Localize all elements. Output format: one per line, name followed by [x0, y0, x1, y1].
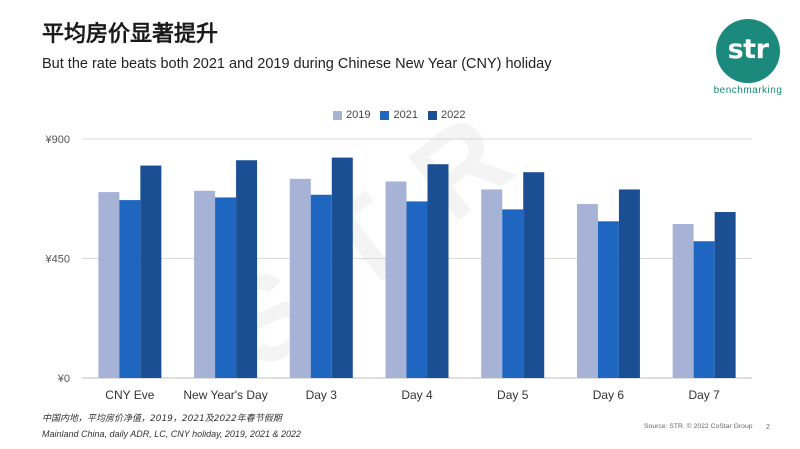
- bar-2022-cny-eve: [140, 165, 162, 378]
- legend-swatch-2022: [427, 111, 437, 120]
- x-tick-label: Day 3: [306, 388, 338, 402]
- source-credit: Source: STR. © 2022 CoStar Group: [644, 423, 753, 430]
- bar-2022-day-7: [714, 212, 736, 378]
- x-tick-label: CNY Eve: [105, 388, 154, 402]
- bar-2019-day-3: [289, 178, 311, 378]
- y-tick-label: ¥0: [57, 373, 70, 385]
- bar-2021-cny-eve: [119, 200, 141, 378]
- slide-subtitle: But the rate beats both 2021 and 2019 du…: [42, 56, 552, 72]
- legend-item-2019: 2019: [333, 110, 370, 121]
- bar-2019-day-7: [672, 223, 694, 378]
- logo-tagline: benchmarking: [713, 85, 783, 96]
- y-tick-label: ¥900: [45, 134, 70, 146]
- legend-swatch-2021: [380, 111, 390, 120]
- adr-bar-chart: ¥0 ¥450 ¥900 CNY Eve New Year's Day Day 3 Day …: [45, 134, 752, 402]
- y-tick-label: ¥450: [45, 254, 70, 266]
- legend-item-2022: 2022: [427, 109, 466, 121]
- bar-2022-day-5: [523, 172, 545, 378]
- x-tick-label: Day 6: [593, 388, 625, 402]
- x-tick-label: Day 4: [401, 388, 433, 402]
- bar-2021-new-year-s-day: [215, 197, 237, 378]
- bar-2022-day-6: [618, 189, 640, 378]
- bar-2019-day-5: [481, 189, 503, 378]
- bar-2022-day-4: [427, 164, 449, 378]
- str-logo: str: [716, 19, 780, 83]
- footnote-chinese: 中国内地，平均房价净值，2019，2021及2022年春节假期: [42, 414, 282, 424]
- footnote-english: Mainland China, daily ADR, LC, CNY holid…: [42, 429, 301, 439]
- bar-2019-cny-eve: [98, 192, 120, 378]
- legend-label: 2019: [346, 109, 371, 121]
- logo-mark: str: [727, 34, 769, 65]
- bar-2019-day-4: [385, 181, 407, 378]
- bar-2021-day-4: [406, 201, 428, 378]
- chart-legend: 2019 2021 2022: [333, 110, 465, 121]
- bar-2019-new-year-s-day: [194, 190, 216, 378]
- page-number: 2: [766, 424, 770, 431]
- x-tick-label: Day 5: [497, 388, 529, 402]
- bar-2021-day-3: [310, 194, 332, 378]
- bar-2021-day-5: [502, 209, 524, 378]
- bar-2022-day-3: [331, 157, 353, 378]
- bar-2021-day-7: [693, 241, 715, 378]
- slide-title: 平均房价显著提升: [42, 22, 219, 47]
- x-tick-label: Day 7: [688, 388, 720, 402]
- x-tick-label: New Year's Day: [183, 388, 267, 402]
- bar-2021-day-6: [597, 221, 619, 378]
- legend-item-2021: 2021: [380, 109, 418, 121]
- bar-2019-day-6: [576, 204, 598, 378]
- bar-2022-new-year-s-day: [236, 160, 258, 378]
- legend-label: 2021: [393, 109, 418, 121]
- legend-label: 2022: [440, 109, 466, 121]
- legend-swatch-2019: [333, 111, 342, 120]
